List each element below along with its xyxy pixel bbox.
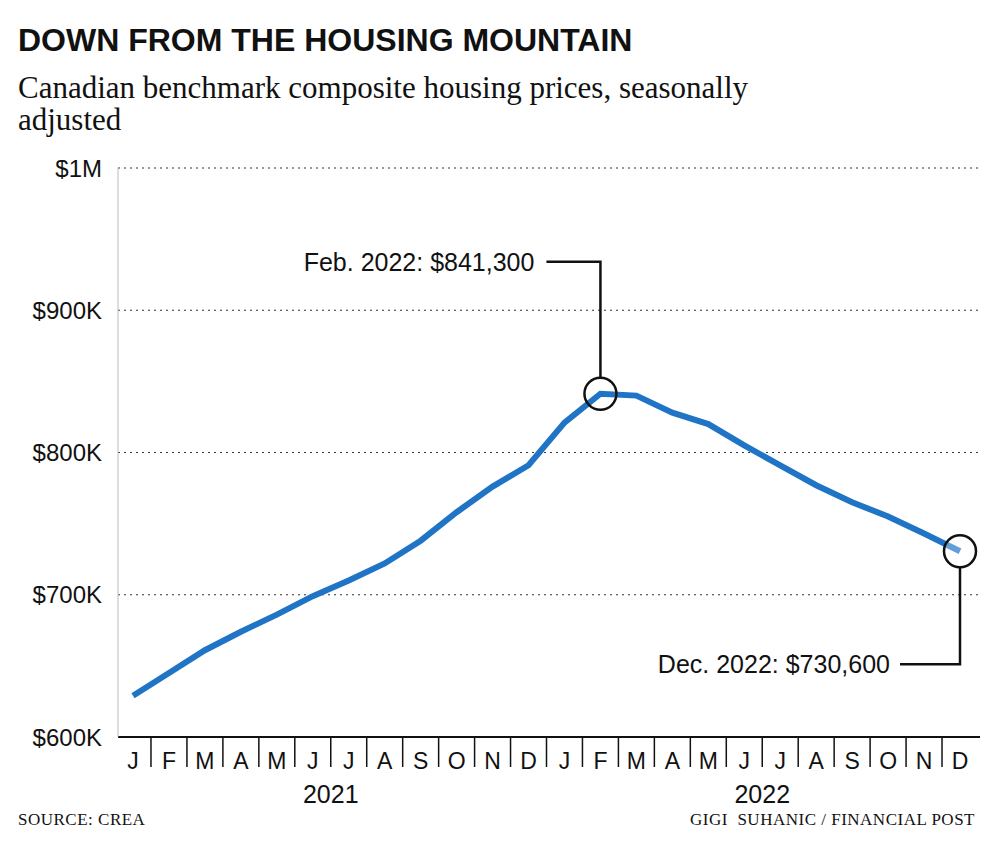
svg-text:M: M: [627, 748, 646, 774]
svg-text:O: O: [448, 748, 466, 774]
svg-text:A: A: [809, 748, 825, 774]
svg-text:F: F: [162, 748, 176, 774]
svg-text:J: J: [127, 748, 139, 774]
svg-text:S: S: [413, 748, 428, 774]
svg-text:D: D: [952, 748, 969, 774]
svg-text:$700K: $700K: [33, 581, 102, 608]
svg-text:$800K: $800K: [33, 439, 102, 466]
html-text:GIGI SUHANIC / FINANCIAL POST: GIGI SUHANIC / FINANCIAL POST: [690, 810, 975, 829]
html-text:SOURCE: CREA: SOURCE: CREA: [18, 810, 146, 829]
svg-text:2022: 2022: [734, 780, 790, 807]
svg-text:M: M: [195, 748, 214, 774]
svg-text:M: M: [267, 748, 286, 774]
html-text:Canadian benchmark composite h: Canadian benchmark composite housing pri…: [18, 70, 748, 137]
svg-text:J: J: [343, 748, 355, 774]
svg-text:$900K: $900K: [33, 297, 102, 324]
svg-text:J: J: [739, 748, 751, 774]
svg-text:$1M: $1M: [55, 155, 102, 182]
svg-text:J: J: [559, 748, 571, 774]
svg-text:A: A: [665, 748, 681, 774]
svg-text:N: N: [484, 748, 501, 774]
svg-text:N: N: [916, 748, 933, 774]
svg-text:M: M: [699, 748, 718, 774]
svg-text:J: J: [307, 748, 319, 774]
svg-text:Feb. 2022: $841,300: Feb. 2022: $841,300: [304, 248, 535, 276]
svg-text:F: F: [593, 748, 607, 774]
svg-text:A: A: [377, 748, 393, 774]
svg-text:Dec. 2022: $730,600: Dec. 2022: $730,600: [658, 650, 890, 678]
svg-text:S: S: [844, 748, 859, 774]
svg-text:D: D: [520, 748, 537, 774]
svg-text:2021: 2021: [303, 780, 359, 807]
svg-text:O: O: [879, 748, 897, 774]
svg-text:$600K: $600K: [33, 724, 102, 751]
svg-text:A: A: [233, 748, 249, 774]
html-text:DOWN FROM THE HOUSING MOUNTAIN: DOWN FROM THE HOUSING MOUNTAIN: [18, 22, 633, 58]
svg-text:J: J: [774, 748, 786, 774]
